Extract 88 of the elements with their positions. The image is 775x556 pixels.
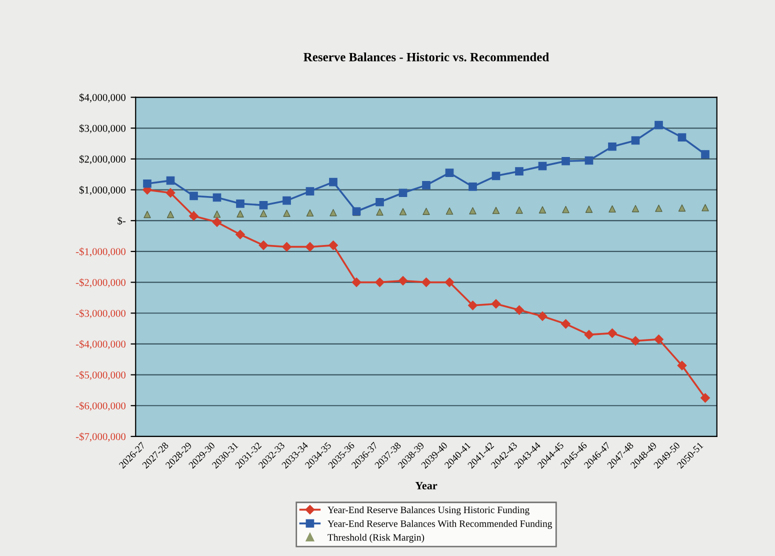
point <box>538 206 546 214</box>
point <box>608 205 616 213</box>
point <box>491 299 501 309</box>
point <box>468 182 477 191</box>
point <box>143 179 152 188</box>
x-axis-title: Year <box>415 482 438 490</box>
point <box>444 278 454 287</box>
point <box>306 187 314 196</box>
point <box>515 167 524 176</box>
point <box>189 211 198 221</box>
point <box>259 201 268 210</box>
point <box>608 142 616 151</box>
point <box>585 206 593 213</box>
point <box>446 207 454 215</box>
point <box>398 188 408 198</box>
point <box>608 328 617 338</box>
point <box>144 210 151 218</box>
point <box>561 319 570 329</box>
point <box>213 210 221 218</box>
point <box>260 210 268 218</box>
point <box>631 136 640 145</box>
point <box>166 210 174 218</box>
point <box>166 188 176 198</box>
point <box>330 209 337 216</box>
point <box>329 178 338 186</box>
point <box>630 336 640 346</box>
point <box>376 198 384 206</box>
point <box>516 206 523 214</box>
point <box>236 230 245 240</box>
point <box>305 242 315 252</box>
chart-title: Reserve Balances - Historic vs. Recommended <box>304 52 549 62</box>
point <box>469 207 476 214</box>
y-tick-label: -$2,000,000 <box>76 278 126 288</box>
point <box>212 218 222 227</box>
point <box>701 150 710 159</box>
point <box>376 208 384 216</box>
point <box>236 200 244 208</box>
point <box>538 312 548 321</box>
y-tick-label: -$3,000,000 <box>76 309 126 318</box>
y-tick-label: -$1,000,000 <box>76 248 126 257</box>
point <box>375 278 384 287</box>
point <box>352 278 362 287</box>
point <box>282 242 292 252</box>
point <box>632 205 640 212</box>
point <box>282 196 291 205</box>
point <box>655 204 662 212</box>
point <box>258 240 268 250</box>
point <box>399 208 407 216</box>
point <box>166 176 175 185</box>
point <box>328 240 338 250</box>
y-tick-label: -$5,000,000 <box>76 370 126 380</box>
point <box>584 330 594 340</box>
point <box>283 210 290 217</box>
point <box>654 120 663 130</box>
legend-label: Year-End Reserve Balances Using Historic Funding <box>328 506 530 516</box>
point <box>584 156 594 165</box>
point <box>702 204 709 212</box>
y-tick-label: $2,000,000 <box>79 155 126 164</box>
point <box>190 192 198 200</box>
point <box>212 193 222 202</box>
y-tick-label: $4,000,000 <box>79 93 126 103</box>
point <box>492 172 500 180</box>
y-tick-label: -$6,000,000 <box>76 402 126 411</box>
point <box>514 305 524 315</box>
point <box>422 181 430 190</box>
point <box>422 208 430 215</box>
point <box>562 206 570 214</box>
point <box>678 204 686 212</box>
point <box>236 210 244 218</box>
point <box>492 206 500 214</box>
point <box>654 334 664 344</box>
point <box>562 156 570 166</box>
legend-label: Year-End Reserve Balances With Recommended Funding <box>328 520 552 529</box>
y-tick-label: $- <box>118 216 126 226</box>
legend-label: Threshold (Risk Margin) <box>328 534 424 543</box>
y-tick-label: -$4,000,000 <box>76 340 126 350</box>
point <box>538 162 547 170</box>
point <box>678 133 686 142</box>
point <box>398 276 408 286</box>
point <box>306 209 314 217</box>
point <box>422 278 431 287</box>
y-tick-label: $3,000,000 <box>79 124 126 134</box>
point <box>468 300 478 310</box>
y-tick-label: $1,000,000 <box>79 186 126 196</box>
point <box>700 393 710 403</box>
point <box>445 168 454 178</box>
point <box>677 360 687 370</box>
y-tick-label: -$7,000,000 <box>76 432 126 442</box>
